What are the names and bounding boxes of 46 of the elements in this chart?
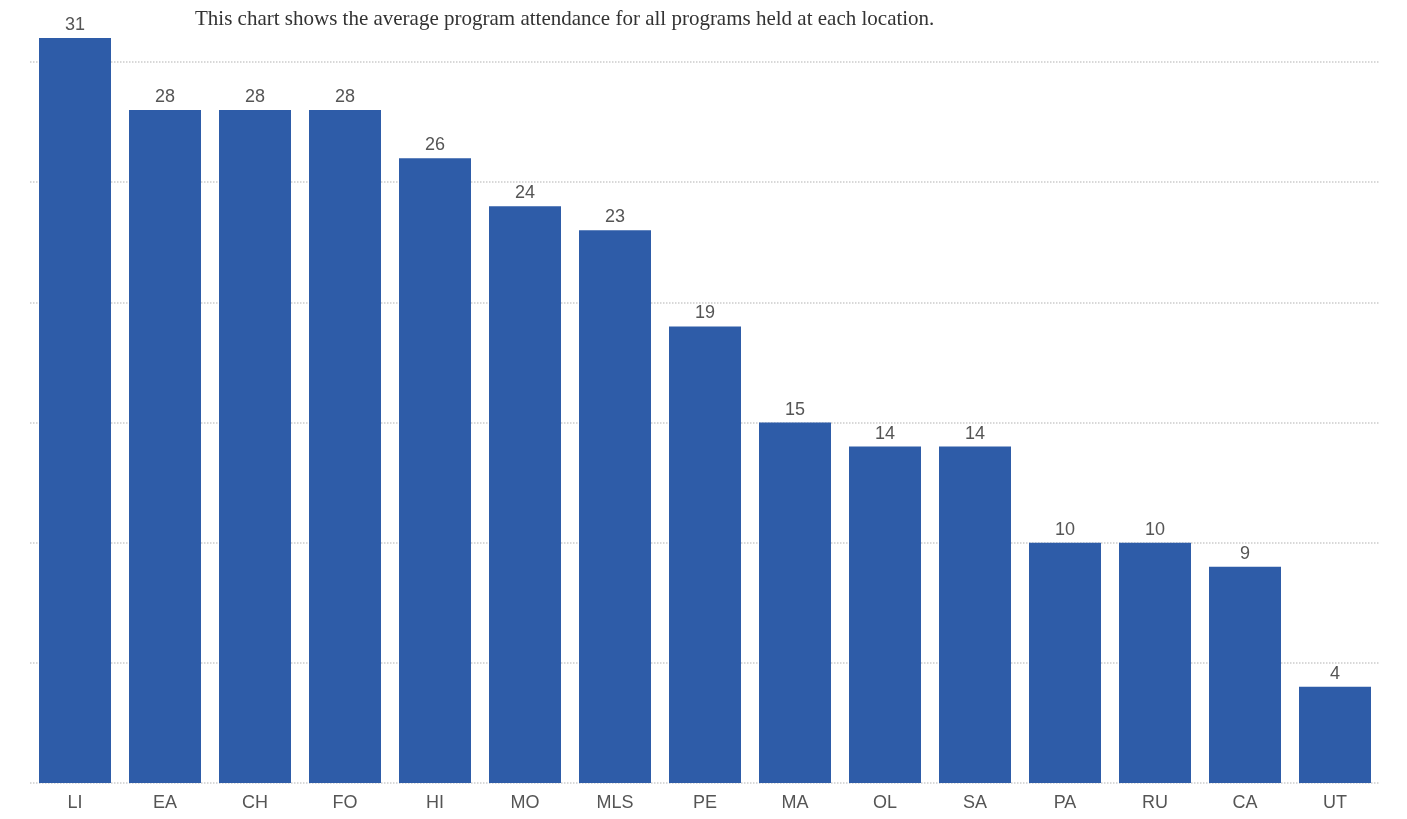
x-tick-label: HI — [426, 792, 444, 812]
data-label: 4 — [1329, 662, 1341, 683]
data-label: 26 — [424, 134, 446, 155]
bar — [1209, 566, 1281, 783]
bar — [489, 206, 561, 783]
x-tick-label: PE — [692, 792, 718, 812]
bar — [1299, 686, 1371, 783]
data-label: 19 — [694, 302, 716, 323]
data-label: 10 — [1144, 518, 1166, 539]
data-label: 14 — [874, 422, 896, 443]
data-label: 31 — [64, 14, 86, 34]
bar — [759, 422, 831, 783]
bar — [849, 446, 921, 783]
data-label: 15 — [784, 398, 806, 419]
x-tick-label: OL — [872, 792, 898, 812]
x-tick-label: RU — [1142, 792, 1168, 812]
x-tick-label: EA — [152, 792, 178, 812]
x-tick-label: UT — [1323, 792, 1347, 812]
bar — [309, 110, 381, 783]
data-label: 14 — [964, 422, 986, 443]
x-tick-label: FO — [332, 792, 358, 812]
x-tick-label: CA — [1232, 792, 1258, 812]
x-tick-label: MO — [510, 792, 540, 812]
bar — [399, 158, 471, 783]
data-label: 10 — [1054, 518, 1076, 539]
data-label: 28 — [334, 86, 356, 107]
x-tick-label: SA — [962, 792, 988, 812]
data-label: 24 — [514, 182, 536, 203]
bar — [579, 230, 651, 783]
bar — [129, 110, 201, 783]
chart-title: This chart shows the average program attendance for all programs held at each location. — [195, 5, 935, 30]
data-label: 28 — [154, 86, 176, 107]
x-tick-label: CH — [242, 792, 268, 812]
bar — [39, 38, 111, 783]
bar — [1119, 542, 1191, 783]
bar — [669, 326, 741, 783]
data-label: 28 — [244, 86, 266, 107]
x-tick-label: LI — [67, 792, 83, 812]
x-tick-label: MA — [781, 792, 809, 812]
x-tick-label: MLS — [596, 792, 634, 812]
bar — [1029, 542, 1101, 783]
data-label: 23 — [604, 206, 626, 227]
x-tick-label: PA — [1053, 792, 1077, 812]
bar — [219, 110, 291, 783]
bar — [939, 446, 1011, 783]
data-label: 9 — [1239, 542, 1251, 563]
